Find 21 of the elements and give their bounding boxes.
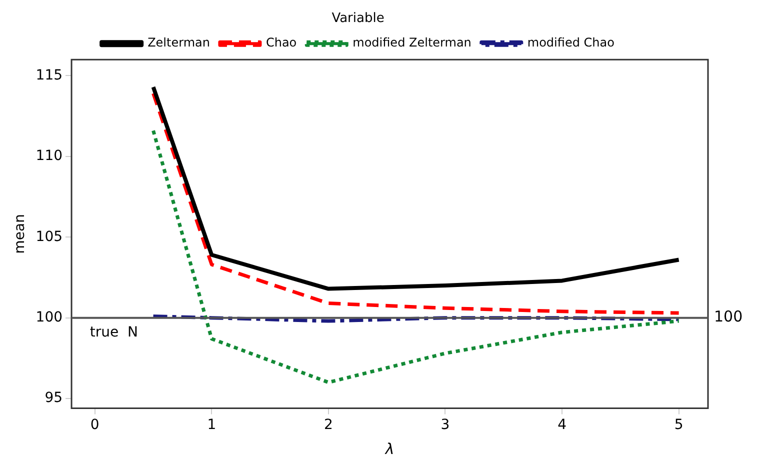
legend-label: modified Zelterman (352, 36, 472, 50)
annotation: true N (90, 324, 138, 340)
x-tick-label: 2 (324, 417, 333, 434)
legend-label: modified Chao (527, 36, 614, 50)
ref-line-label: 100 (714, 308, 743, 326)
legend-label: Zelterman (148, 36, 210, 50)
x-tick-label: 4 (558, 417, 567, 434)
legend-label: Chao (266, 36, 297, 50)
x-axis-title: λ (384, 440, 394, 458)
y-tick-label: 95 (44, 390, 63, 406)
x-tick-label: 5 (674, 417, 684, 434)
y-tick-label: 105 (36, 228, 63, 245)
x-tick-label: 3 (440, 417, 450, 434)
y-axis-title: mean (12, 214, 28, 254)
x-tick-label: 1 (207, 417, 216, 434)
y-tick-label: 110 (36, 148, 63, 164)
line-series (152, 128, 681, 384)
legend-title: Variable (332, 10, 384, 26)
y-tick-label: 115 (36, 67, 63, 84)
x-tick-label: 0 (90, 417, 100, 434)
y-tick-label: 100 (36, 309, 63, 326)
